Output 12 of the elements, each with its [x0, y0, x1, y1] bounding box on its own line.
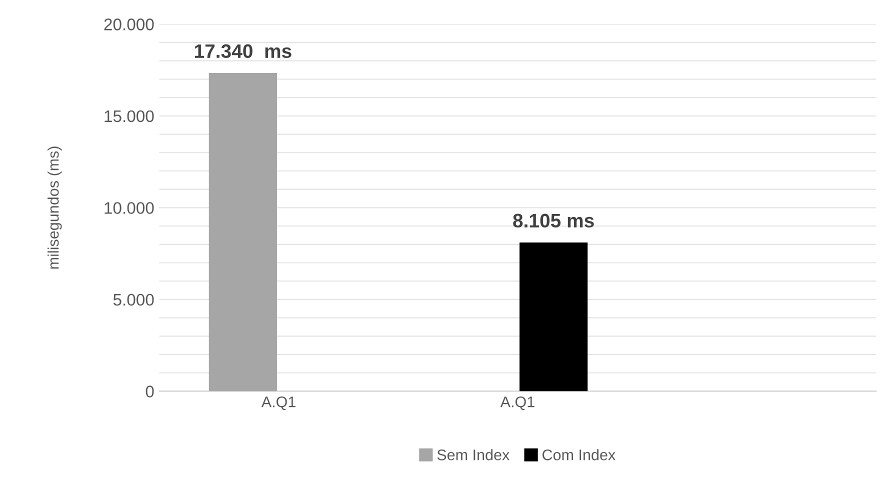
x-tick-label: A.Q1	[500, 396, 534, 410]
y-tick-label: 10.000	[104, 202, 154, 214]
x-tick-label: A.Q1	[261, 396, 296, 410]
y-tick-label: 0	[146, 386, 154, 398]
legend-label: Com Index	[542, 449, 616, 460]
data-label: 17.340 ms	[194, 44, 292, 58]
data-label: 8.105 ms	[513, 214, 594, 228]
y-tick-label: 20.000	[104, 18, 154, 30]
y-tick-label: 5.000	[113, 294, 154, 306]
y-axis-title: milisegundos (ms)	[48, 146, 62, 269]
legend-label: Sem Index	[437, 449, 510, 460]
y-tick-label: 15.000	[104, 110, 154, 122]
